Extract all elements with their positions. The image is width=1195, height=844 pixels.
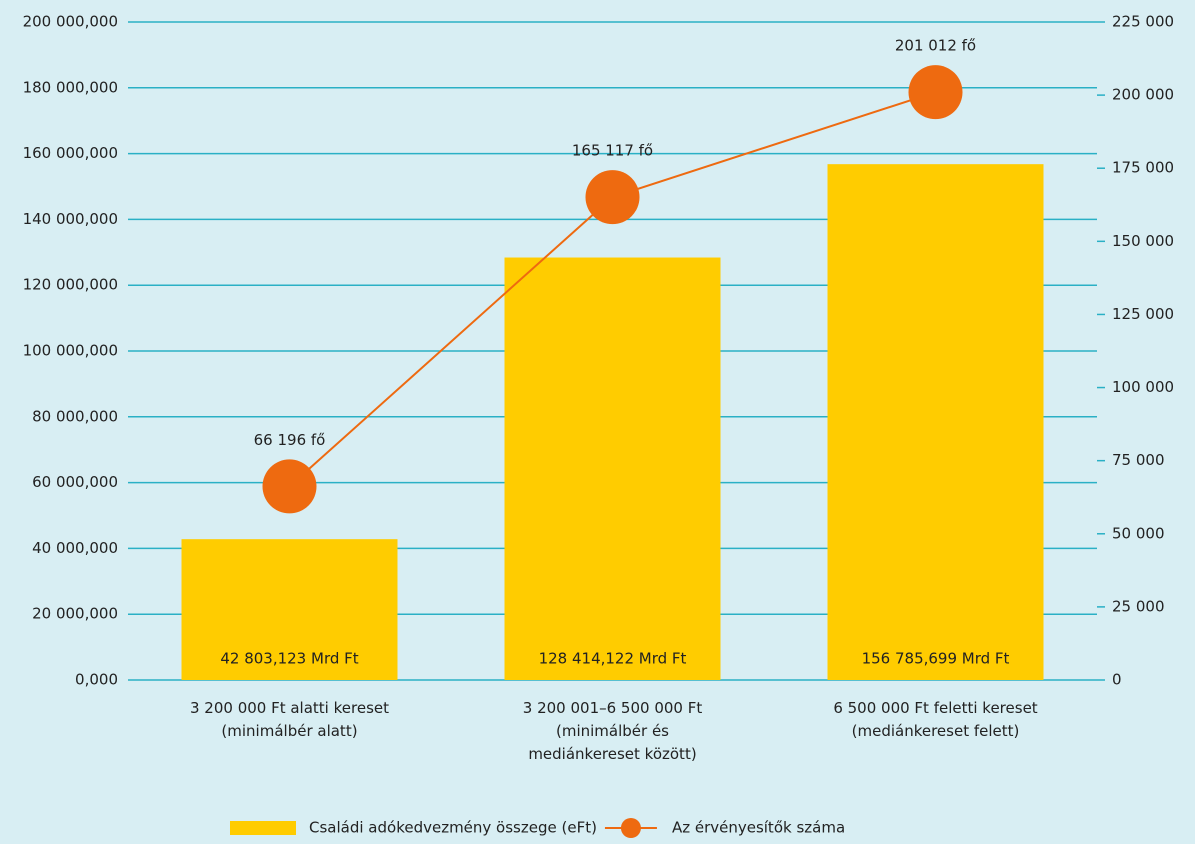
bar bbox=[504, 257, 721, 680]
line-marker bbox=[262, 459, 317, 514]
legend-swatch bbox=[230, 821, 296, 835]
bar bbox=[827, 164, 1044, 680]
legend-swatch-marker bbox=[620, 818, 641, 838]
bar-value-label: 156 785,699 Mrd Ft bbox=[862, 650, 1010, 668]
line-value-label: 66 196 fő bbox=[254, 431, 326, 449]
line-value-label: 201 012 fő bbox=[895, 37, 976, 55]
line-marker bbox=[585, 170, 640, 225]
y-tick-label: 0,000 bbox=[75, 671, 118, 689]
line-marker bbox=[908, 65, 963, 120]
x-tick-label: 3 200 001–6 500 000 Ft (minimálbér és medi… bbox=[523, 699, 703, 763]
legend-label: Családi adókedvezmény összege (eFt) bbox=[309, 819, 597, 837]
bar-value-label: 128 414,122 Mrd Ft bbox=[539, 650, 687, 668]
y-tick-label: 160 000,000 bbox=[23, 144, 118, 162]
y-tick-label: 20 000,000 bbox=[32, 605, 118, 623]
y2-tick-label: 50 000 bbox=[1112, 524, 1165, 542]
y2-tick-label: 0 bbox=[1112, 671, 1122, 689]
y2-tick-label: 150 000 bbox=[1112, 232, 1174, 250]
y2-tick-label: 175 000 bbox=[1112, 159, 1174, 177]
y2-tick-label: 200 000 bbox=[1112, 86, 1174, 104]
bar bbox=[181, 539, 398, 680]
x-tick-label: 3 200 000 Ft alatti kereset (minimálbér a… bbox=[190, 699, 389, 740]
y-tick-label: 100 000,000 bbox=[23, 342, 118, 360]
x-tick-label: 6 500 000 Ft feletti kereset (mediánkeres… bbox=[833, 699, 1037, 740]
y-tick-label: 80 000,000 bbox=[32, 407, 118, 425]
y-tick-label: 120 000,000 bbox=[23, 276, 118, 294]
legend-label: Az érvényesítők száma bbox=[672, 819, 845, 837]
y2-tick-label: 100 000 bbox=[1112, 378, 1174, 396]
y2-tick-label: 25 000 bbox=[1112, 597, 1165, 615]
y-tick-label: 40 000,000 bbox=[32, 539, 118, 557]
line-value-label: 165 117 fő bbox=[572, 142, 653, 160]
y-tick-label: 140 000,000 bbox=[23, 210, 118, 228]
y-tick-label: 200 000,000 bbox=[23, 13, 118, 31]
y-tick-label: 180 000,000 bbox=[23, 78, 118, 96]
y2-tick-label: 225 000 bbox=[1112, 13, 1174, 31]
y2-tick-label: 75 000 bbox=[1112, 451, 1165, 469]
y2-tick-label: 125 000 bbox=[1112, 305, 1174, 323]
bar-value-label: 42 803,123 Mrd Ft bbox=[220, 650, 358, 668]
y-tick-label: 60 000,000 bbox=[32, 473, 118, 491]
